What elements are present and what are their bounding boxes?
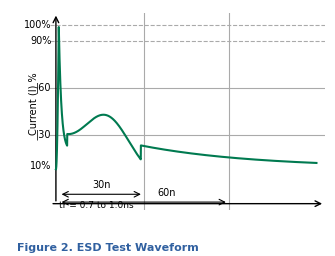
Text: |60: |60 (36, 83, 52, 93)
Text: Current (I) %: Current (I) % (28, 72, 38, 135)
Text: tr = 0.7 to 1.0ns: tr = 0.7 to 1.0ns (59, 201, 133, 210)
Text: 100%: 100% (24, 20, 52, 30)
Text: 10%: 10% (30, 161, 52, 171)
Text: |30: |30 (36, 130, 52, 140)
Text: 30n: 30n (92, 180, 111, 190)
Text: 90%: 90% (30, 36, 52, 46)
Text: Figure 2. ESD Test Waveform: Figure 2. ESD Test Waveform (17, 243, 199, 253)
Text: 60n: 60n (157, 188, 176, 198)
